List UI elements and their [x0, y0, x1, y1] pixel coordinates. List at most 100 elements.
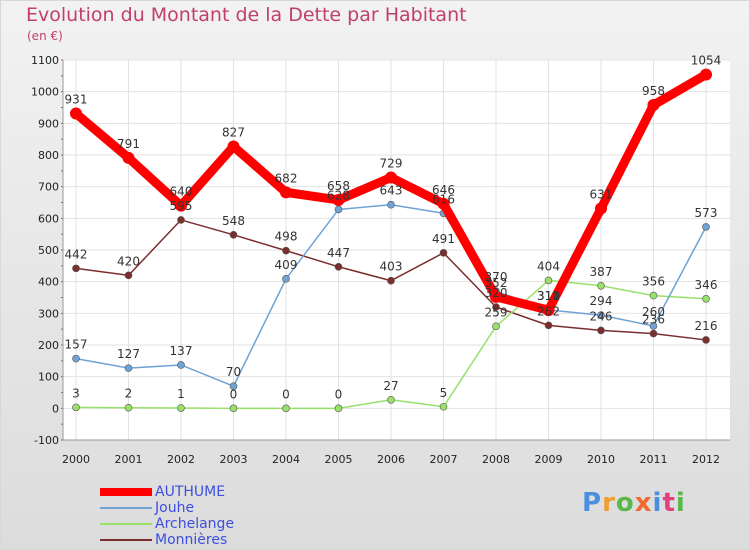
- y-tick-label: 0: [52, 402, 59, 415]
- data-label-monnires: 246: [590, 309, 613, 323]
- legend-label-authume: AUTHUME: [155, 484, 226, 500]
- y-tick-label: 100: [38, 371, 59, 384]
- data-label-authume: 729: [380, 156, 403, 170]
- data-point-archelange: [492, 322, 500, 331]
- proxiti-logo: Proxiti: [582, 488, 686, 518]
- x-tick-label: 2002: [167, 453, 195, 466]
- data-label-jouhe: 70: [226, 365, 241, 379]
- chart-subtitle: (en €): [27, 29, 63, 43]
- data-label-archelange: 0: [335, 387, 343, 401]
- data-point-archelange: [282, 404, 290, 413]
- y-tick-label: 300: [38, 307, 59, 320]
- x-tick-label: 2003: [220, 453, 248, 466]
- data-label-jouhe: 628: [327, 188, 350, 202]
- x-tick-label: 2005: [325, 453, 353, 466]
- data-point-monnires: [177, 216, 185, 224]
- y-tick-label: 900: [38, 117, 59, 130]
- data-label-jouhe: 294: [590, 294, 613, 308]
- data-label-authume: 310: [537, 289, 560, 303]
- data-point-archelange: [702, 294, 710, 303]
- y-tick-label: 400: [38, 276, 59, 289]
- y-tick-label: 200: [38, 339, 59, 352]
- data-label-authume: 646: [432, 183, 455, 197]
- data-point-authume: [175, 199, 187, 212]
- data-label-archelange: 5: [440, 386, 448, 400]
- data-point-authume: [437, 197, 450, 210]
- data-label-archelange: 387: [590, 265, 613, 279]
- data-point-authume: [332, 193, 345, 206]
- data-label-archelange: 346: [695, 278, 718, 292]
- data-label-monnires: 548: [222, 214, 245, 228]
- data-label-authume: 931: [65, 93, 88, 107]
- x-tick-label: 2008: [482, 453, 510, 466]
- data-label-archelange: 2: [125, 387, 133, 401]
- data-label-archelange: 259: [485, 305, 508, 319]
- data-label-jouhe: 127: [117, 347, 140, 361]
- data-point-jouhe: [229, 382, 238, 390]
- data-point-monnires: [282, 246, 290, 255]
- data-point-monnires: [649, 329, 658, 338]
- data-point-archelange: [649, 291, 658, 300]
- data-label-monnires: 491: [432, 232, 455, 246]
- x-tick-label: 2001: [115, 453, 143, 466]
- data-point-monnires: [72, 264, 80, 273]
- data-label-monnires: 420: [117, 254, 140, 268]
- data-label-archelange: 1: [177, 387, 185, 401]
- legend-label-archelange: Archelange: [155, 516, 235, 532]
- data-label-archelange: 3: [72, 386, 80, 400]
- data-label-authume: 631: [590, 188, 613, 202]
- axes: -100010020030040050060070080090010001100…: [31, 54, 730, 466]
- legend-swatch-authume: [100, 488, 152, 496]
- grid: [63, 59, 730, 441]
- x-tick-label: 2009: [535, 453, 563, 466]
- x-tick-label: 2011: [640, 453, 668, 466]
- data-label-jouhe: 311: [537, 289, 560, 303]
- data-point-monnires: [702, 336, 710, 344]
- data-label-monnires: 498: [275, 230, 298, 244]
- data-point-archelange: [334, 404, 343, 413]
- y-tick-label: 800: [38, 149, 59, 162]
- data-point-authume: [595, 202, 607, 215]
- data-label-monnires: 262: [537, 304, 560, 318]
- data-point-jouhe: [124, 364, 133, 372]
- data-label-archelange: 27: [383, 379, 398, 393]
- legend-swatch-archelange: [100, 523, 152, 525]
- data-point-monnires: [492, 303, 500, 311]
- data-label-monnires: 216: [695, 319, 718, 333]
- data-point-monnires: [387, 276, 395, 285]
- data-point-archelange: [387, 395, 395, 404]
- x-tick-label: 2006: [377, 453, 405, 466]
- x-tick-label: 2000: [62, 453, 90, 466]
- data-point-jouhe: [334, 205, 343, 214]
- data-point-jouhe: [282, 275, 290, 283]
- data-point-authume: [227, 140, 240, 153]
- data-label-archelange: 356: [642, 275, 665, 289]
- data-point-jouhe: [597, 311, 605, 320]
- data-point-authume: [280, 186, 292, 199]
- y-tick-label: 600: [38, 212, 59, 225]
- data-point-monnires: [597, 326, 605, 335]
- data-label-monnires: 447: [327, 246, 350, 260]
- x-tick-label: 2007: [430, 453, 458, 466]
- data-label-jouhe: 260: [642, 305, 665, 319]
- chart-title: Evolution du Montant de la Dette par Hab…: [26, 4, 467, 26]
- data-label-authume: 791: [117, 137, 140, 151]
- data-point-monnires: [124, 271, 133, 280]
- data-label-archelange: 0: [282, 387, 290, 401]
- data-label-archelange: 404: [537, 259, 560, 273]
- data-point-archelange: [124, 403, 133, 412]
- y-tick-label: 1000: [31, 86, 59, 99]
- data-label-authume: 827: [222, 125, 245, 139]
- data-point-monnires: [544, 321, 553, 330]
- data-label-authume: 352: [485, 276, 508, 290]
- x-tick-label: 2010: [587, 453, 615, 466]
- data-point-jouhe: [177, 361, 185, 369]
- y-tick-label: -100: [34, 434, 59, 447]
- data-label-jouhe: 616: [432, 192, 455, 206]
- x-tick-label: 2012: [692, 453, 720, 466]
- data-point-monnires: [334, 262, 343, 271]
- data-point-authume: [385, 171, 397, 184]
- data-label-jouhe: 643: [380, 184, 403, 198]
